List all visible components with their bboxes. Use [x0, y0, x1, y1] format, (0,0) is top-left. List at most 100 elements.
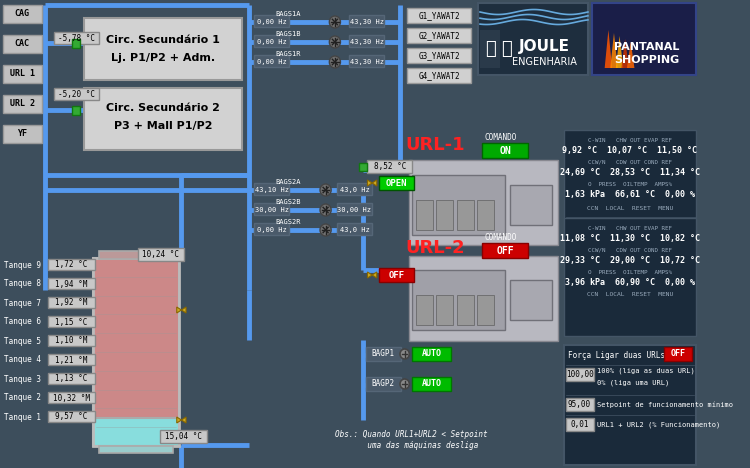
Text: 0,01: 0,01	[570, 420, 589, 429]
Text: Força Ligar duas URLs: Força Ligar duas URLs	[568, 351, 665, 359]
Bar	[407, 48, 471, 63]
Text: AUTO: AUTO	[422, 350, 442, 358]
Bar	[412, 377, 452, 391]
Circle shape	[320, 184, 332, 196]
Text: CAG: CAG	[15, 9, 30, 19]
Bar	[407, 68, 471, 83]
Bar	[349, 15, 384, 27]
Text: BAGS1A: BAGS1A	[276, 11, 302, 17]
Polygon shape	[177, 307, 182, 313]
Bar	[54, 32, 98, 44]
Bar	[510, 185, 552, 225]
Text: Tanque 6: Tanque 6	[4, 317, 40, 327]
Text: BAGS1R: BAGS1R	[276, 51, 302, 57]
Text: G4_YAWAT2: G4_YAWAT2	[419, 71, 460, 80]
Text: 9,57 °C: 9,57 °C	[56, 412, 88, 422]
Text: COMANDO: COMANDO	[484, 133, 517, 142]
Bar	[84, 88, 242, 150]
Bar	[72, 38, 80, 47]
Bar	[510, 280, 552, 320]
Text: CCN  LOCAL  RESET  MENU: CCN LOCAL RESET MENU	[586, 292, 673, 298]
Polygon shape	[604, 30, 612, 68]
Text: COMANDO: COMANDO	[484, 234, 517, 242]
Bar	[254, 55, 290, 67]
Bar	[3, 125, 42, 143]
Text: CCW/N   CDW OUT COND REF: CCW/N CDW OUT COND REF	[588, 248, 672, 253]
Bar	[337, 183, 372, 195]
Text: CAC: CAC	[15, 39, 30, 49]
Polygon shape	[610, 33, 618, 68]
Text: G2_YAWAT2: G2_YAWAT2	[419, 31, 460, 40]
Bar	[412, 347, 452, 361]
Text: O  PRESS  OILTEMP  AMPS%: O PRESS OILTEMP AMPS%	[588, 182, 672, 187]
Bar	[48, 335, 95, 346]
Circle shape	[400, 349, 410, 359]
Bar	[48, 411, 95, 422]
Bar	[72, 105, 80, 115]
Bar	[98, 251, 173, 259]
Bar	[457, 295, 473, 325]
Text: ENGENHARIA: ENGENHARIA	[512, 57, 577, 67]
Bar	[482, 143, 529, 158]
Bar	[478, 3, 588, 75]
Bar	[337, 203, 372, 215]
Circle shape	[400, 379, 410, 389]
Bar	[564, 345, 696, 465]
Bar	[254, 183, 290, 195]
Text: Tanque 5: Tanque 5	[4, 336, 40, 345]
Bar	[254, 223, 290, 235]
Bar	[436, 295, 453, 325]
Text: Setpoint de funcionamento mínimo: Setpoint de funcionamento mínimo	[597, 401, 734, 408]
Text: 95,00: 95,00	[568, 400, 591, 409]
Text: Lj. P1/P2 + Adm.: Lj. P1/P2 + Adm.	[111, 53, 214, 63]
Text: 8,52 °C: 8,52 °C	[374, 162, 406, 171]
Text: 10,24 °C: 10,24 °C	[142, 250, 179, 259]
Bar	[3, 5, 42, 23]
Text: -5,78 °C: -5,78 °C	[58, 34, 94, 43]
Circle shape	[329, 56, 340, 68]
Text: BAGP1: BAGP1	[372, 350, 394, 358]
Bar	[477, 295, 494, 325]
Text: CCN  LOCAL  RESET  MENU: CCN LOCAL RESET MENU	[586, 205, 673, 211]
Bar	[160, 430, 206, 443]
Text: -5,20 °C: -5,20 °C	[58, 89, 94, 98]
Text: 1,63 kPa  66,61 °C  0,00 %: 1,63 kPa 66,61 °C 0,00 %	[565, 190, 694, 199]
Text: 43,30 Hz: 43,30 Hz	[350, 59, 383, 65]
Text: G3_YAWAT2: G3_YAWAT2	[419, 51, 460, 60]
Text: PANTANAL: PANTANAL	[614, 42, 680, 52]
Text: URL1 + URL2 (% Funcionamento): URL1 + URL2 (% Funcionamento)	[597, 421, 721, 428]
Text: Circ. Secundário 2: Circ. Secundário 2	[106, 103, 220, 113]
Text: JOULE: JOULE	[519, 39, 570, 54]
Bar	[412, 175, 506, 235]
Text: C-WIN   CHW OUT EVAP REF: C-WIN CHW OUT EVAP REF	[588, 138, 672, 142]
Text: P3 + Mall P1/P2: P3 + Mall P1/P2	[113, 121, 212, 131]
Text: AUTO: AUTO	[422, 380, 442, 388]
Text: Tanque 7: Tanque 7	[4, 299, 40, 307]
Text: 10,32 °M: 10,32 °M	[53, 394, 90, 402]
Text: 0,00 Hz: 0,00 Hz	[256, 59, 286, 65]
Bar	[412, 270, 506, 330]
Bar	[254, 15, 290, 27]
Text: 1,94 °M: 1,94 °M	[56, 279, 88, 288]
Bar	[482, 243, 529, 258]
Text: ON: ON	[500, 146, 511, 155]
Bar	[48, 316, 95, 327]
Bar	[48, 373, 95, 384]
Bar	[407, 8, 471, 23]
Bar	[138, 248, 184, 261]
Text: 100,00: 100,00	[566, 370, 593, 379]
Text: BAGS2A: BAGS2A	[276, 179, 302, 185]
Text: 1,15 °C: 1,15 °C	[56, 317, 88, 327]
Bar	[480, 30, 500, 68]
Text: URL 2: URL 2	[10, 100, 34, 109]
Text: 11,08 °C  11,30 °C  10,82 °C: 11,08 °C 11,30 °C 10,82 °C	[560, 234, 700, 243]
Bar	[416, 200, 433, 230]
Bar	[477, 200, 494, 230]
Text: 1,72 °C: 1,72 °C	[56, 261, 88, 270]
Text: 100% (liga as duas URL): 100% (liga as duas URL)	[597, 368, 695, 374]
Text: Circ. Secundário 1: Circ. Secundário 1	[106, 35, 220, 45]
Polygon shape	[622, 39, 628, 68]
Bar	[48, 354, 95, 365]
Circle shape	[329, 36, 340, 48]
Bar	[3, 95, 42, 113]
